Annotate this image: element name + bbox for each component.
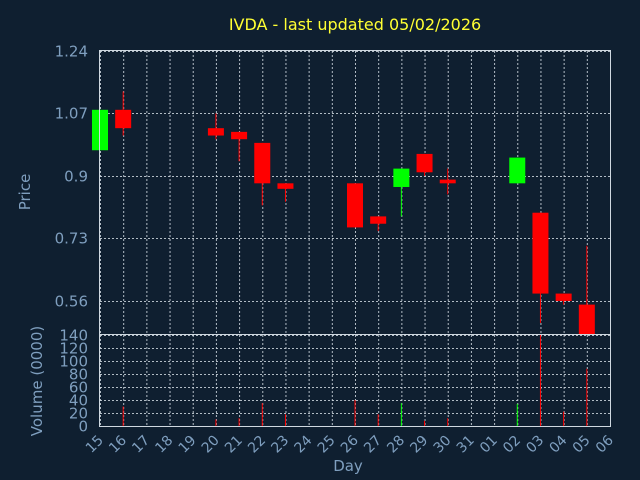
x-tick-label: 18 xyxy=(152,433,176,457)
x-tick-label: 21 xyxy=(222,433,246,457)
candle-body xyxy=(555,293,572,301)
price-tick-label: 0.9 xyxy=(64,168,88,186)
volume-tick-label: 100 xyxy=(59,353,88,371)
candle-body xyxy=(370,216,387,224)
x-tick-label: 31 xyxy=(454,433,478,457)
x-tick-label: 20 xyxy=(199,433,223,457)
x-axis-ticks: 15 16 17 18 19 20 21 22 23 24 25 26 27 28 29 30 31 01 02 03… xyxy=(83,432,617,456)
candle-body xyxy=(254,142,271,184)
x-tick-label: 29 xyxy=(407,433,431,457)
candle-body xyxy=(347,183,363,228)
candle-body xyxy=(578,304,595,334)
candle-body xyxy=(277,183,294,189)
volume-panel-frame xyxy=(99,334,611,427)
x-tick-label: 27 xyxy=(361,433,385,457)
x-tick-label: 23 xyxy=(268,433,292,457)
x-tick-label: 05 xyxy=(570,433,594,457)
candle-body xyxy=(509,157,526,184)
x-tick-label: 24 xyxy=(292,432,316,456)
x-tick-label: 15 xyxy=(83,433,107,457)
price-axis-ticks: 0.56 0.73 0.9 1.07 1.24 xyxy=(55,43,88,311)
candle-body xyxy=(532,212,549,294)
x-tick-label: 01 xyxy=(477,433,501,457)
candle-body xyxy=(439,179,456,184)
x-tick-label: 04 xyxy=(547,432,571,456)
x-tick-label: 22 xyxy=(245,433,269,457)
x-tick-label: 03 xyxy=(523,433,547,457)
x-tick-label: 06 xyxy=(593,432,617,456)
x-tick-label: 28 xyxy=(384,433,408,457)
price-tick-label: 0.56 xyxy=(55,293,88,311)
candle-body xyxy=(416,153,433,173)
x-tick-label: 17 xyxy=(129,433,153,457)
chart-title: IVDA - last updated 05/02/2026 xyxy=(229,15,481,34)
x-tick-label: 25 xyxy=(315,433,339,457)
price-tick-label: 0.73 xyxy=(55,230,88,248)
volume-tick-label: 40 xyxy=(69,392,88,410)
x-tick-label: 19 xyxy=(176,433,200,457)
x-tick-label: 30 xyxy=(431,433,455,457)
volume-tick-label: 0 xyxy=(78,418,88,436)
price-axis-label: Price xyxy=(16,174,34,211)
x-tick-label: 16 xyxy=(106,432,130,456)
volume-axis-label: Volume (0000) xyxy=(28,326,46,436)
candle-body xyxy=(393,168,410,187)
candle-body xyxy=(207,128,224,136)
x-tick-label: 02 xyxy=(500,433,524,457)
price-tick-label: 1.24 xyxy=(55,43,88,61)
volume-tick-label: 20 xyxy=(69,405,88,423)
volume-tick-label: 60 xyxy=(69,379,88,397)
volume-tick-label: 120 xyxy=(59,340,88,358)
candle-body xyxy=(115,109,132,129)
x-tick-label: 26 xyxy=(338,432,362,456)
candle-body xyxy=(231,131,248,140)
x-axis-label: Day xyxy=(333,457,363,475)
volume-tick-label: 80 xyxy=(69,366,88,384)
price-tick-label: 1.07 xyxy=(55,105,88,123)
volume-tick-label: 140 xyxy=(59,327,88,345)
volume-bars xyxy=(122,335,588,426)
price-candles xyxy=(92,91,595,334)
